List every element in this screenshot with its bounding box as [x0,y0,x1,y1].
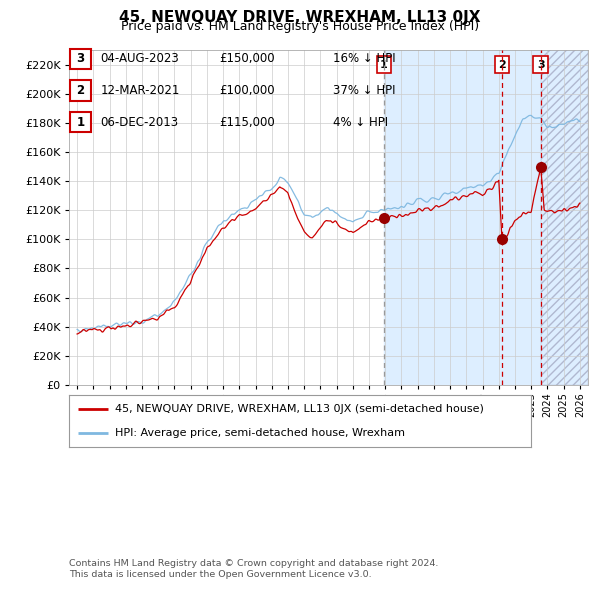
Text: 12-MAR-2021: 12-MAR-2021 [100,84,179,97]
Text: 37% ↓ HPI: 37% ↓ HPI [333,84,395,97]
FancyBboxPatch shape [70,112,91,132]
Text: 4% ↓ HPI: 4% ↓ HPI [333,116,388,129]
Text: 45, NEWQUAY DRIVE, WREXHAM, LL13 0JX (semi-detached house): 45, NEWQUAY DRIVE, WREXHAM, LL13 0JX (se… [115,404,484,414]
FancyBboxPatch shape [70,48,91,69]
Text: 2: 2 [76,84,85,97]
Text: £115,000: £115,000 [219,116,275,129]
Text: 3: 3 [537,60,544,70]
Text: 04-AUG-2023: 04-AUG-2023 [100,53,179,65]
Text: 3: 3 [76,53,85,65]
Text: 45, NEWQUAY DRIVE, WREXHAM, LL13 0JX: 45, NEWQUAY DRIVE, WREXHAM, LL13 0JX [119,10,481,25]
Text: 1: 1 [76,116,85,129]
Text: HPI: Average price, semi-detached house, Wrexham: HPI: Average price, semi-detached house,… [115,428,405,438]
Text: Price paid vs. HM Land Registry's House Price Index (HPI): Price paid vs. HM Land Registry's House … [121,20,479,33]
Bar [541,50,588,385]
Text: 2: 2 [498,60,506,70]
FancyBboxPatch shape [70,80,91,101]
Text: Contains HM Land Registry data © Crown copyright and database right 2024.
This d: Contains HM Land Registry data © Crown c… [69,559,439,579]
Bar [384,50,588,385]
Text: 06-DEC-2013: 06-DEC-2013 [100,116,178,129]
Text: £150,000: £150,000 [219,53,275,65]
Text: 16% ↓ HPI: 16% ↓ HPI [333,53,395,65]
Text: 1: 1 [380,60,388,70]
Text: £100,000: £100,000 [219,84,275,97]
